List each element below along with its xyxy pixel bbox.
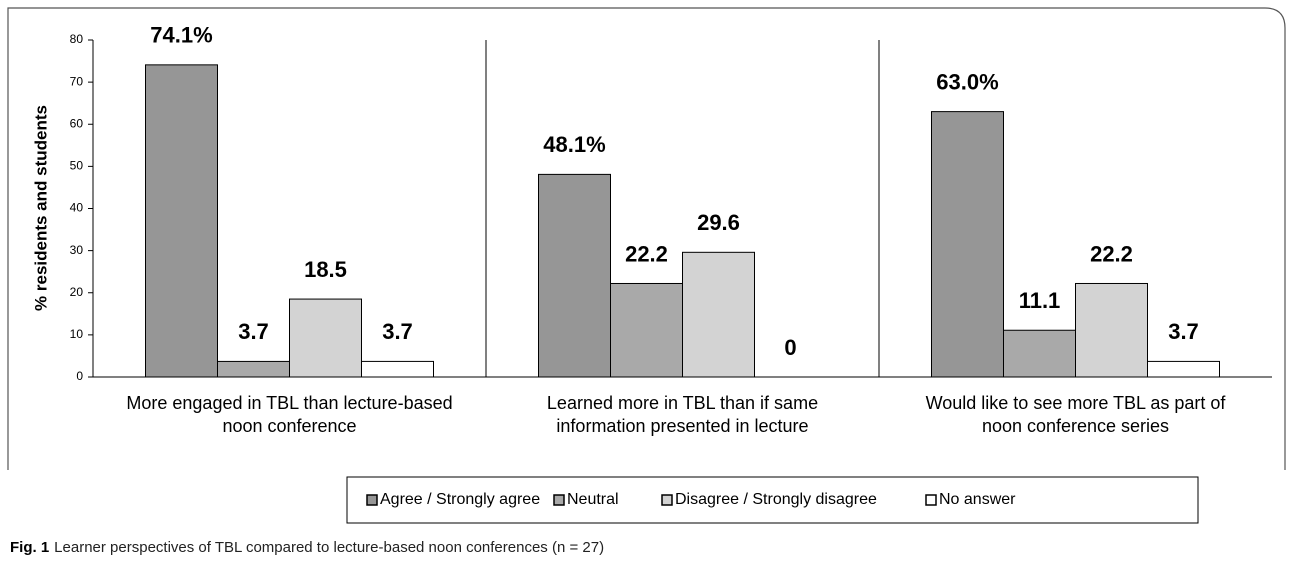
y-tick-label: 80 xyxy=(70,32,84,46)
legend-swatch xyxy=(553,494,565,506)
value-label: 0 xyxy=(784,335,796,360)
y-tick-label: 40 xyxy=(70,201,84,215)
caption-label: Fig. 1 xyxy=(10,539,49,556)
x-tick-label: Would like to see more TBL as part of xyxy=(926,393,1227,413)
legend-label: Agree / Strongly agree xyxy=(380,491,540,508)
y-tick-label: 0 xyxy=(76,369,83,383)
x-tick-label: noon conference series xyxy=(982,416,1169,436)
bar xyxy=(289,298,362,378)
legend-box xyxy=(346,476,1199,524)
value-label: 18.5 xyxy=(304,257,347,282)
bar xyxy=(361,360,434,378)
legend-label: Neutral xyxy=(567,491,619,508)
legend-swatch xyxy=(366,494,378,506)
y-axis-label: % residents and students xyxy=(31,105,50,311)
bar xyxy=(682,251,755,378)
caption-text: Learner perspectives of TBL compared to … xyxy=(54,539,604,556)
value-label: 22.2 xyxy=(1090,241,1133,266)
y-tick-label: 70 xyxy=(70,74,84,88)
x-tick-label: information presented in lecture xyxy=(556,416,808,436)
x-tick-label: noon conference xyxy=(222,416,356,436)
bar xyxy=(1003,329,1076,378)
y-tick-label: 10 xyxy=(70,327,84,341)
bar xyxy=(538,173,611,378)
legend-label: Disagree / Strongly disagree xyxy=(675,491,877,508)
bar xyxy=(145,64,218,378)
bar xyxy=(1075,282,1148,378)
bar xyxy=(217,360,290,378)
value-label: 63.0% xyxy=(936,69,998,94)
value-label: 3.7 xyxy=(1168,319,1199,344)
x-tick-label: Learned more in TBL than if same xyxy=(547,393,818,413)
bar xyxy=(610,282,683,378)
y-tick-label: 30 xyxy=(70,243,84,257)
value-label: 22.2 xyxy=(625,241,668,266)
value-label: 29.6 xyxy=(697,210,740,235)
bar xyxy=(931,111,1004,378)
y-tick-label: 60 xyxy=(70,116,84,130)
caption: Fig. 1 Learner perspectives of TBL compar… xyxy=(10,539,604,556)
value-label: 3.7 xyxy=(238,319,269,344)
legend-swatch xyxy=(925,494,937,506)
legend-swatch xyxy=(661,494,673,506)
value-label: 11.1 xyxy=(1019,288,1061,313)
x-tick-label: More engaged in TBL than lecture-based xyxy=(126,393,452,413)
y-tick-label: 50 xyxy=(70,159,84,173)
frame xyxy=(7,7,1286,470)
value-label: 3.7 xyxy=(382,319,413,344)
value-label: 48.1% xyxy=(543,132,605,157)
y-tick-label: 20 xyxy=(70,285,84,299)
legend-label: No answer xyxy=(939,491,1016,508)
bar xyxy=(1147,360,1220,378)
value-label: 74.1% xyxy=(150,23,212,48)
